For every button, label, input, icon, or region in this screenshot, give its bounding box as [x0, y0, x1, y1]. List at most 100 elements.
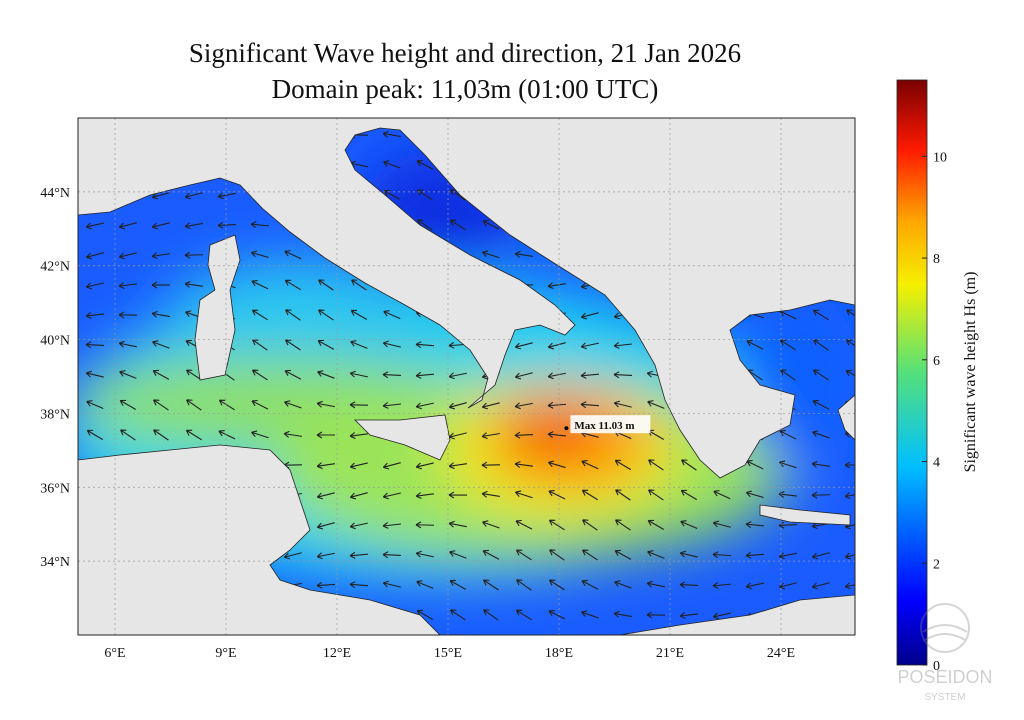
arrow — [448, 432, 467, 440]
arrow — [646, 611, 666, 619]
arrow — [153, 399, 169, 411]
arrow — [382, 492, 401, 500]
title-line-1: Significant Wave height and direction, 2… — [189, 38, 741, 68]
logo-subtitle: SYSTEM — [924, 692, 965, 703]
x-tick-label: 21°E — [656, 646, 684, 661]
arrow — [317, 339, 335, 350]
max-label: Max 11.03 m — [574, 420, 634, 432]
arrow — [679, 550, 698, 558]
arrow — [844, 461, 855, 469]
arrow — [514, 250, 533, 258]
arrow — [514, 342, 533, 350]
arrow — [250, 250, 269, 259]
arrow — [580, 342, 599, 350]
arrow — [185, 429, 202, 441]
arrow — [415, 341, 435, 349]
arrow — [184, 280, 203, 288]
arrow — [251, 430, 269, 439]
colorbar-tick-label: 2 — [933, 557, 940, 572]
arrow — [85, 370, 104, 378]
arrow — [811, 491, 831, 499]
arrow — [449, 219, 466, 231]
arrow — [284, 279, 301, 291]
arrow — [349, 401, 369, 409]
arrow — [218, 399, 235, 411]
arrow — [615, 489, 631, 501]
arrow — [120, 429, 136, 441]
x-tick-label: 15°E — [434, 646, 462, 661]
arrow — [186, 399, 202, 411]
arrow — [217, 192, 236, 200]
arrow — [350, 340, 368, 349]
arrow — [548, 579, 565, 591]
arrow — [548, 490, 566, 500]
arrow — [316, 492, 335, 500]
arrow — [581, 579, 599, 590]
arrow — [448, 402, 467, 410]
arrow — [481, 461, 501, 469]
arrow — [448, 462, 467, 470]
arrow — [382, 580, 401, 588]
arrow — [812, 430, 830, 439]
arrow — [151, 310, 170, 318]
x-tick-label: 24°E — [767, 646, 795, 661]
arrow — [746, 339, 764, 350]
land-north — [78, 118, 855, 479]
arrow — [349, 551, 369, 559]
arrow — [416, 159, 434, 170]
arrow — [516, 579, 532, 591]
arrow — [515, 519, 533, 530]
arrow — [186, 369, 202, 381]
arrow — [118, 311, 138, 319]
arrow — [184, 192, 203, 200]
arrow — [85, 252, 104, 260]
arrow — [317, 370, 335, 379]
x-tick-label: 12°E — [323, 646, 351, 661]
arrow — [217, 221, 237, 229]
arrow — [283, 430, 302, 438]
arrow — [483, 579, 499, 591]
arrow — [483, 609, 499, 621]
arrow — [712, 581, 732, 589]
title-line-2: Domain peak: 11,03m (01:00 UTC) — [272, 74, 659, 104]
arrow — [745, 551, 765, 559]
y-tick-label: 36°N — [40, 481, 70, 496]
land-crete — [759, 504, 851, 526]
arrow — [712, 551, 732, 559]
y-tick-label: 34°N — [40, 555, 70, 570]
arrow — [318, 279, 334, 291]
arrow — [811, 582, 830, 590]
arrow — [318, 309, 334, 321]
arrow — [515, 609, 532, 621]
arrow — [648, 489, 664, 501]
arrow — [349, 432, 368, 440]
arrow — [613, 342, 633, 349]
colorbar-tick-label: 6 — [933, 354, 940, 369]
arrow — [581, 610, 599, 619]
arrow — [679, 612, 699, 619]
arrow — [85, 282, 104, 290]
logo: POSEIDON SYSTEM — [897, 603, 993, 703]
land-sicily — [354, 414, 451, 461]
map-frame — [77, 117, 856, 636]
arrow — [549, 549, 565, 561]
arrow — [415, 492, 434, 499]
arrow — [251, 369, 268, 381]
arrow — [811, 460, 830, 468]
arrow — [547, 372, 566, 380]
land-turkey — [837, 394, 855, 441]
arrow — [812, 399, 830, 410]
colorbar-label: Significant wave height Hs (m) — [962, 272, 979, 473]
arrow — [382, 371, 402, 379]
arrow — [514, 461, 533, 468]
arrow — [482, 219, 500, 230]
arrow — [450, 609, 466, 621]
arrow — [382, 551, 402, 559]
arrow — [679, 581, 699, 589]
arrow — [85, 222, 104, 230]
arrow — [614, 580, 632, 589]
colorbar-tick-label: 0 — [933, 659, 940, 674]
colorbar-tick-label: 4 — [933, 456, 940, 471]
arrow — [151, 252, 170, 260]
arrow — [581, 549, 598, 561]
